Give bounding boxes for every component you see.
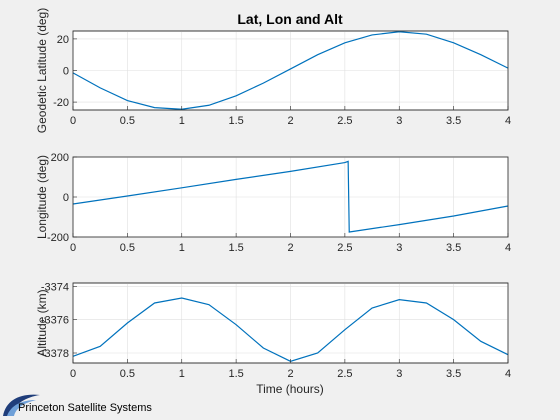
y-axis-label: Longitude (deg) — [35, 155, 49, 239]
x-tick-label: 4 — [505, 368, 511, 380]
y-tick-label: 20 — [57, 34, 69, 46]
x-tick-label: 0 — [70, 368, 76, 380]
x-tick-label: 3.5 — [446, 242, 461, 254]
x-tick-label: 0 — [70, 115, 76, 127]
x-tick-label: 0 — [70, 242, 76, 254]
chart-title: Lat, Lon and Alt — [237, 11, 343, 27]
x-tick-label: 3 — [396, 115, 402, 127]
x-tick-label: 4 — [505, 115, 511, 127]
logo-text: Princeton Satellite Systems — [18, 402, 152, 414]
x-tick-label: 3 — [396, 368, 402, 380]
x-tick-label: 1 — [179, 368, 185, 380]
x-tick-label: 2.5 — [337, 368, 352, 380]
x-tick-label: 3.5 — [446, 115, 461, 127]
x-tick-label: 1 — [179, 115, 185, 127]
x-tick-label: 1.5 — [228, 115, 243, 127]
x-tick-label: 2 — [287, 115, 293, 127]
x-axis-label: Time (hours) — [256, 382, 324, 396]
y-tick-label: 0 — [63, 66, 69, 78]
x-tick-label: 1 — [179, 242, 185, 254]
y-tick-label: -200 — [47, 232, 69, 244]
x-tick-label: 0.5 — [120, 115, 135, 127]
x-tick-label: 2.5 — [337, 115, 352, 127]
x-tick-label: 0.5 — [120, 242, 135, 254]
y-tick-label: 0 — [63, 192, 69, 204]
x-tick-label: 3.5 — [446, 368, 461, 380]
y-axis-label: Altitude (km) — [35, 289, 49, 356]
x-tick-label: 4 — [505, 242, 511, 254]
x-tick-label: 1.5 — [228, 242, 243, 254]
x-tick-label: 2 — [287, 368, 293, 380]
y-axis-label: Geodetic Latitude (deg) — [35, 8, 49, 133]
y-tick-label: -20 — [53, 97, 69, 109]
x-tick-label: 0.5 — [120, 368, 135, 380]
y-tick-label: 200 — [51, 152, 69, 164]
x-tick-label: 3 — [396, 242, 402, 254]
x-tick-label: 2 — [287, 242, 293, 254]
x-tick-label: 1.5 — [228, 368, 243, 380]
x-tick-label: 2.5 — [337, 242, 352, 254]
